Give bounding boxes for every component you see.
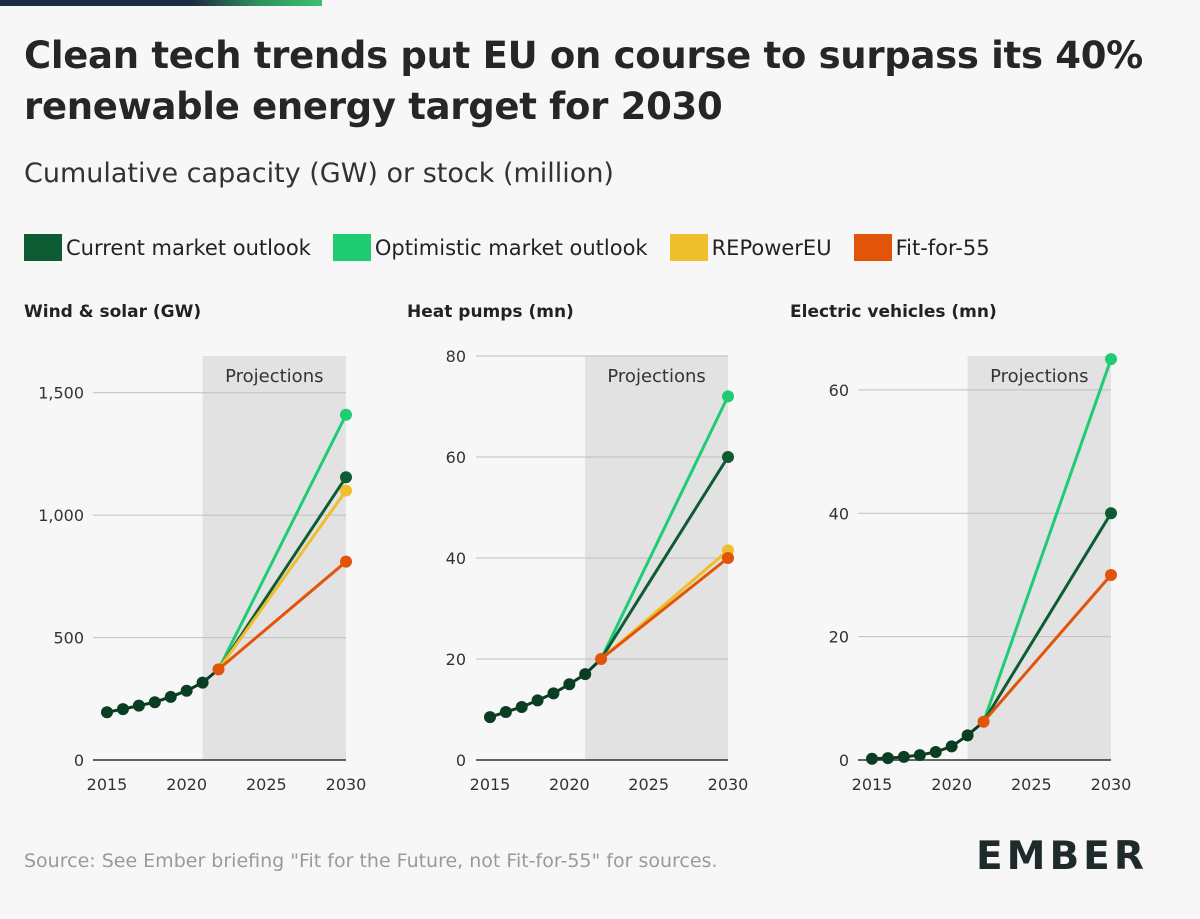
legend-label-fitfor55: Fit-for-55: [895, 235, 990, 260]
panel-3-ytick-label: 60: [829, 381, 849, 400]
panel-1-series-line-optimistic-market-outlook: [217, 414, 348, 671]
panel-2-historical-point: [547, 687, 560, 700]
legend-item-optimistic: Optimistic market outlook: [332, 234, 648, 261]
panel-2-projection-label: Projections: [607, 366, 705, 387]
panel-2-historical-point: [531, 694, 544, 707]
legend-item-fitfor55: Fit-for-55: [853, 234, 990, 261]
panel-3-ytick-label: 20: [829, 628, 849, 647]
legend-swatch-optimistic: [332, 234, 371, 261]
panel-2-ytick-label: 0: [456, 751, 466, 770]
panel-3-series-line-current-market-outlook: [982, 512, 1113, 723]
legend-label-current: Current market outlook: [66, 235, 311, 260]
page-title: Clean tech trends put EU on course to su…: [24, 34, 1143, 128]
panel-2-ytick-label: 80: [446, 347, 466, 366]
panel-2-historical-point: [579, 668, 592, 681]
panel-2-xtick-label: 2020: [549, 775, 590, 794]
panel-2-series-line-fit-for-55: [600, 556, 729, 661]
panel-1-series-endpoint-fit-for-55: [340, 555, 352, 568]
legend-swatch-repowereu: [669, 234, 708, 261]
panel-1-xtick-label: 2025: [246, 775, 287, 794]
panel-2-series-endpoint-current-market-outlook: [722, 451, 734, 463]
panel-3-historical-point: [945, 740, 958, 753]
panel-2-xtick-label: 2025: [628, 775, 669, 794]
panel-1-series-endpoint-current-market-outlook: [340, 471, 352, 484]
panel-3-historical-point: [866, 752, 878, 765]
legend-swatch-fitfor55: [853, 234, 892, 261]
panel-1-ytick-label: 500: [53, 629, 84, 648]
panel-3-xtick-label: 2030: [1091, 775, 1132, 794]
panel-1-historical-point: [196, 676, 209, 689]
panel-1-historical-point: [116, 703, 129, 716]
panel-title-wind-solar: Wind & solar (GW): [24, 302, 202, 322]
panel-3-ytick-label: 40: [829, 504, 849, 523]
panel-1-series-endpoint-optimistic-market-outlook: [340, 408, 352, 421]
panel-2-historical-point: [563, 678, 576, 691]
panel-3-historical-point: [897, 750, 910, 763]
panel-2-historical-point: [515, 700, 528, 713]
legend-label-repowereu: REPowerEU: [711, 235, 832, 260]
panel-3-historical-point: [913, 749, 926, 762]
panel-3-series-endpoint-current-market-outlook: [1105, 507, 1117, 520]
panel-1-projection-label: Projections: [225, 366, 323, 387]
panel-2-ytick-label: 40: [446, 549, 466, 568]
panel-3-ytick-label: 0: [839, 751, 849, 770]
panel-1-ytick-label: 0: [74, 751, 84, 770]
panel-1-projection-start-point: [212, 663, 225, 676]
panel-1-ytick-label: 1,000: [38, 506, 84, 525]
legend-swatch-current: [24, 234, 62, 261]
panel-3-historical-point: [929, 745, 942, 758]
panel-2-series-line-current-market-outlook: [599, 456, 730, 660]
panel-title-heat-pumps: Heat pumps (mn): [407, 302, 574, 322]
panel-3-xtick-label: 2025: [1011, 775, 1052, 794]
panel-title-electric-vehicles: Electric vehicles (mn): [790, 302, 997, 322]
panel-2-projection-start-point: [595, 653, 608, 665]
panel-2-xtick-label: 2015: [470, 775, 511, 794]
panel-3-projection-start-point: [977, 715, 990, 728]
panel-1-historical-point: [132, 699, 145, 712]
panel-3-series-endpoint-optimistic-market-outlook: [1105, 353, 1117, 366]
brand-top-bar-dark: [0, 0, 194, 6]
panel-3-series-endpoint-fit-for-55: [1105, 568, 1117, 581]
panel-2-series-line-optimistic-market-outlook: [599, 395, 730, 660]
panel-3-xtick-label: 2020: [931, 775, 972, 794]
panel-1-historical-point: [180, 684, 193, 697]
panel-1-series-endpoint-repowereu: [340, 484, 352, 497]
panel-2-xtick-label: 2030: [708, 775, 749, 794]
panel-3-xtick-label: 2015: [852, 775, 893, 794]
legend-item-repowereu: REPowerEU: [669, 234, 832, 261]
legend: Current market outlook Optimistic market…: [24, 234, 1012, 261]
panel-2-ytick-label: 60: [446, 448, 466, 467]
legend-item-current: Current market outlook: [24, 234, 311, 261]
panel-3-series-line-fit-for-55: [982, 573, 1113, 723]
panel-1-series-line-fit-for-55: [217, 560, 347, 671]
panel-2-historical-point: [484, 711, 496, 724]
brand-top-bar: [0, 0, 322, 6]
panel-1-xtick-label: 2020: [166, 775, 207, 794]
panel-2-historical-point: [499, 706, 512, 719]
panel-3-historical-point: [961, 729, 974, 742]
panel-1-historical-point: [148, 696, 161, 709]
page-subtitle: Cumulative capacity (GW) or stock (milli…: [24, 158, 614, 189]
panel-2-ytick-label: 20: [446, 650, 466, 669]
panel-1-historical-point: [164, 690, 177, 703]
panel-3-projection-label: Projections: [990, 366, 1088, 387]
source-note: Source: See Ember briefing "Fit for the …: [24, 850, 718, 872]
panel-1-ytick-label: 1,500: [38, 384, 84, 403]
panel-3-series-line-optimistic-market-outlook: [982, 358, 1113, 723]
panel-1-series-line-repowereu: [217, 489, 348, 671]
panel-1-historical-point: [101, 706, 113, 719]
panel-1-xtick-label: 2030: [326, 775, 367, 794]
panel-1-xtick-label: 2015: [87, 775, 128, 794]
ember-logo: EMBER: [976, 834, 1148, 879]
legend-label-optimistic: Optimistic market outlook: [374, 235, 648, 260]
panel-2-series-endpoint-optimistic-market-outlook: [722, 390, 734, 403]
panel-3-historical-point: [881, 752, 894, 765]
brand-top-bar-gradient: [193, 0, 322, 6]
panel-2-series-endpoint-fit-for-55: [722, 552, 734, 564]
